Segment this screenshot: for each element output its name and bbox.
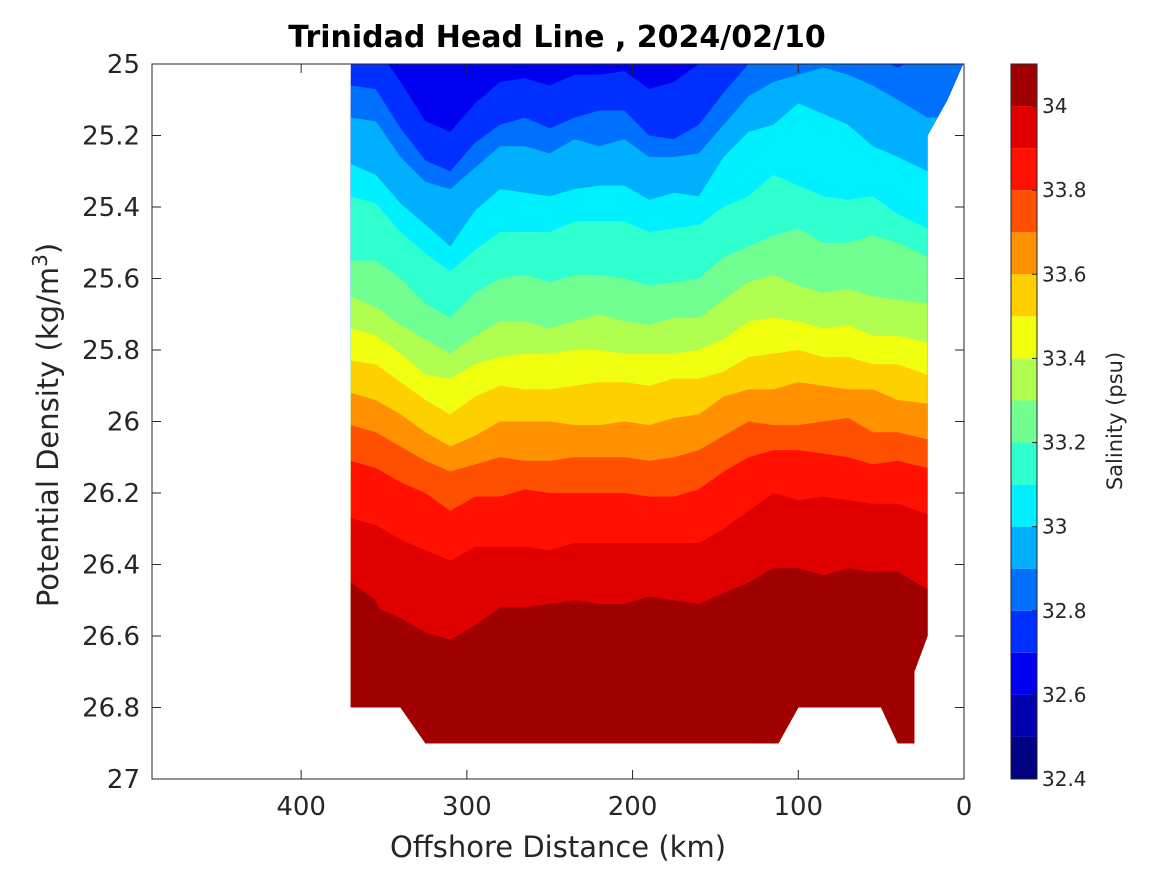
y-tick-label: 25.8 (82, 336, 140, 366)
y-axis-label-close: ) (31, 243, 65, 254)
colorbar-swatch (1011, 526, 1037, 569)
x-axis: 400 300 200 100 0 (276, 64, 972, 822)
colorbar-tick-label: 33.6 (1042, 262, 1087, 286)
colorbar-frame (1010, 63, 1038, 780)
colorbar-swatch (1011, 484, 1037, 527)
y-tick-label: 26.6 (82, 622, 140, 652)
colorbar-swatch (1011, 610, 1037, 653)
colorbar-tick-label: 33.2 (1042, 431, 1087, 455)
colorbar-tick-label: 32.8 (1042, 599, 1087, 623)
y-axis-label: Potential Density (kg/m3) (28, 243, 65, 607)
y-tick-label: 25.2 (82, 122, 140, 152)
y-tick-label: 27 (107, 765, 140, 795)
colorbar-swatch (1011, 442, 1037, 485)
y-tick-label: 25.4 (82, 193, 140, 223)
y-tick-label: 26.4 (82, 551, 140, 581)
y-tick-label: 26.2 (82, 479, 140, 509)
colorbar-swatch (1011, 652, 1037, 695)
x-tick-label: 0 (956, 792, 973, 822)
colorbar-swatch (1011, 274, 1037, 317)
colorbar-swatch (1011, 400, 1037, 443)
x-tick-label: 400 (276, 792, 326, 822)
y-tick-label: 26 (107, 408, 140, 438)
contour-band (748, 736, 779, 744)
colorbar-swatch (1011, 736, 1037, 779)
y-tick-label: 25 (107, 50, 140, 80)
colorbar-swatch (1011, 358, 1037, 401)
x-tick-label: 100 (773, 792, 823, 822)
x-axis-label: Offshore Distance (km) (390, 830, 726, 864)
x-tick-label: 300 (442, 792, 492, 822)
colorbar-swatch (1011, 190, 1037, 233)
y-tick-label: 25.6 (82, 265, 140, 295)
contour-fill-layer (350, 64, 964, 744)
y-axis-label-main: Potential Density (kg/m (31, 267, 65, 607)
y-axis: 25 25.2 25.4 25.6 25.8 26 26.2 26.4 26.6 26.8 27 (82, 50, 964, 795)
y-tick-label: 26.8 (82, 694, 140, 724)
colorbar-swatch (1011, 148, 1037, 191)
colorbar-tick-label: 33.8 (1042, 178, 1087, 202)
colorbar-swatch (1011, 694, 1037, 737)
colorbar-swatch (1011, 64, 1037, 107)
colorbar-tick-label: 33.4 (1042, 346, 1087, 370)
colorbar-tick-label: 33 (1042, 515, 1067, 539)
y-axis-label-superscript: 3 (28, 254, 52, 267)
colorbar-swatch (1011, 568, 1037, 611)
colorbar-tick-label: 32.4 (1042, 767, 1087, 791)
colorbar-swatch (1011, 316, 1037, 359)
x-tick-label: 200 (608, 792, 658, 822)
colorbar: 32.4 32.6 32.8 33 33.2 33.4 33.6 33.8 34 (1010, 63, 1087, 791)
colorbar-swatch (1011, 232, 1037, 275)
colorbar-label: Salinity (psu) (1103, 352, 1127, 490)
colorbar-tick-label: 34 (1042, 94, 1067, 118)
colorbar-swatch (1011, 106, 1037, 149)
colorbar-tick-label: 32.6 (1042, 683, 1087, 707)
chart-title: Trinidad Head Line , 2024/02/10 (288, 20, 825, 55)
